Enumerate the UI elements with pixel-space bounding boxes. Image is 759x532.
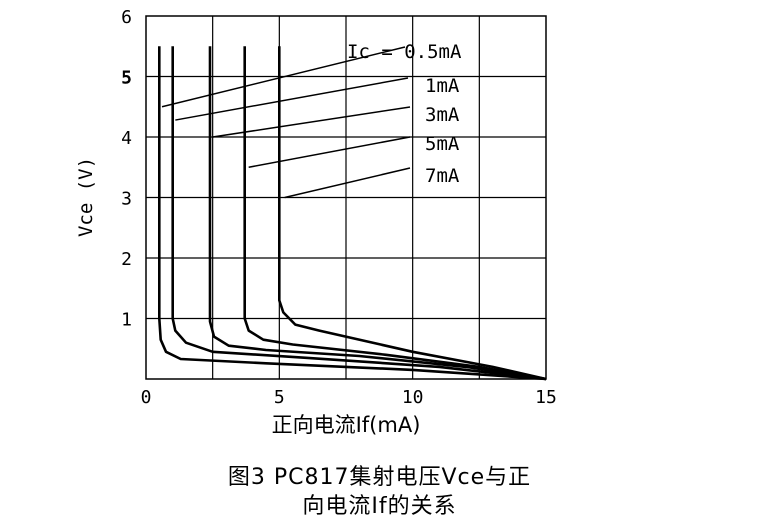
series-label: 7mA xyxy=(425,165,460,187)
y-tick-label: 5 xyxy=(121,68,132,89)
series-curve xyxy=(158,46,547,381)
leader-line xyxy=(284,167,411,199)
series-label: Ic = 0.5mA xyxy=(347,41,462,63)
leader-line xyxy=(248,136,411,168)
y-tick-label: 1 xyxy=(121,310,132,331)
y-tick-label: 6 xyxy=(121,7,132,28)
caption-line-1: 图3 PC817集射电压Vce与正 xyxy=(227,465,532,490)
grid-lines xyxy=(146,16,546,379)
y-tick-label: 4 xyxy=(121,128,132,149)
series-label: 1mA xyxy=(425,75,460,97)
x-tick-label: 0 xyxy=(141,387,152,408)
series-label: 3mA xyxy=(425,104,460,126)
y-tick-labels: 1 2 3 4 5 6 xyxy=(121,7,132,331)
series-curve xyxy=(171,46,547,381)
series-labels: Ic = 0.5mA 1mA 3mA 5mA 7mA xyxy=(347,41,462,187)
series-curve xyxy=(208,46,547,381)
caption-line-2: 向电流If的关系 xyxy=(302,494,457,519)
x-axis-label: 正向电流If(mA) xyxy=(272,413,421,437)
leader-line xyxy=(212,106,411,138)
plot-frame xyxy=(145,15,547,380)
series-label: 5mA xyxy=(425,133,460,155)
y-axis-label: Vce (V) xyxy=(75,157,97,237)
leader-line xyxy=(175,77,409,121)
curves xyxy=(158,46,547,381)
series-curve xyxy=(278,46,547,381)
series-curve xyxy=(243,46,547,381)
label-leader-lines xyxy=(161,46,411,199)
leader-line xyxy=(161,46,406,108)
y-tick-label: 2 xyxy=(121,249,132,270)
x-tick-label: 15 xyxy=(535,387,557,408)
x-tick-label: 10 xyxy=(402,387,424,408)
x-tick-label: 5 xyxy=(274,387,285,408)
x-tick-labels: 0 5 10 15 xyxy=(141,387,557,408)
y-tick-label: 3 xyxy=(121,189,132,210)
